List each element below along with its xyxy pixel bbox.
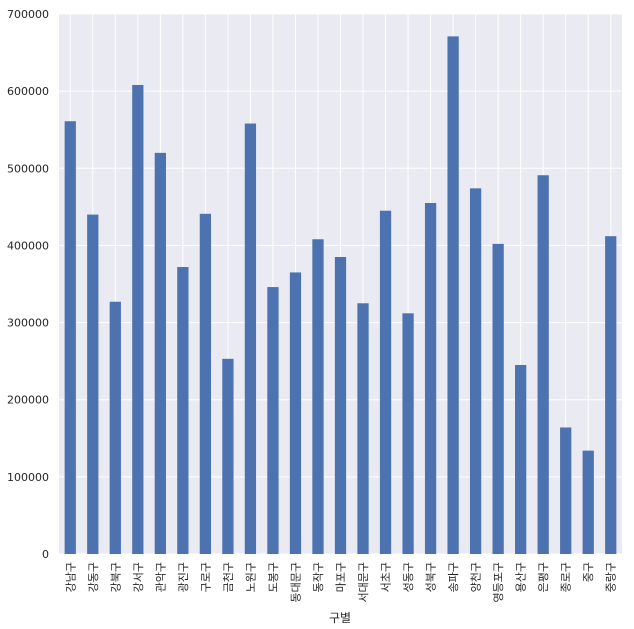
bar-양천구 bbox=[469, 188, 482, 555]
bar-노원구 bbox=[244, 123, 257, 555]
bar-종로구 bbox=[560, 427, 572, 554]
bar-강서구 bbox=[132, 84, 144, 554]
x-tick-label: 중구 bbox=[582, 562, 595, 582]
bars bbox=[64, 36, 617, 555]
bar-동대문구 bbox=[289, 272, 302, 554]
x-tick-label: 강동구 bbox=[87, 562, 100, 592]
x-tick-label: 중랑구 bbox=[605, 562, 618, 592]
x-tick-label: 동작구 bbox=[312, 562, 325, 592]
bar-강북구 bbox=[109, 301, 121, 554]
bar-구로구 bbox=[199, 213, 212, 555]
y-tick-label: 500000 bbox=[7, 162, 49, 175]
bar-서초구 bbox=[379, 210, 392, 554]
bar-강동구 bbox=[87, 214, 99, 555]
bar-동작구 bbox=[312, 239, 324, 554]
x-tick-label: 노원구 bbox=[244, 562, 257, 592]
x-tick-label: 영등포구 bbox=[492, 562, 505, 602]
bar-영등포구 bbox=[492, 243, 504, 554]
x-tick-label: 동대문구 bbox=[289, 562, 302, 602]
bar-서대문구 bbox=[357, 303, 369, 554]
x-tick-label: 서대문구 bbox=[357, 562, 370, 602]
x-tick-label: 광진구 bbox=[177, 562, 190, 592]
bar-마포구 bbox=[334, 257, 347, 554]
y-tick-label: 600000 bbox=[7, 85, 49, 98]
x-tick-label: 은평구 bbox=[537, 562, 550, 592]
x-tick-label: 금천구 bbox=[221, 562, 235, 592]
bar-성북구 bbox=[424, 203, 437, 554]
bar-송파구 bbox=[447, 36, 459, 554]
x-tick-label: 성동구 bbox=[402, 562, 415, 592]
bar-관악구 bbox=[154, 152, 166, 554]
x-tick-label: 종로구 bbox=[560, 562, 573, 592]
x-tick-label: 용산구 bbox=[515, 562, 528, 592]
y-axis-ticks: 0 100000 200000 300000 400000 500000 600000 700… bbox=[7, 8, 49, 561]
bar-강남구 bbox=[64, 121, 76, 554]
x-tick-label: 구로구 bbox=[199, 562, 212, 592]
bar-중랑구 bbox=[605, 236, 617, 554]
x-tick-label: 강서구 bbox=[132, 562, 145, 592]
x-tick-label: 도봉구 bbox=[267, 562, 280, 592]
x-tick-label: 양천구 bbox=[469, 562, 483, 592]
x-tick-label: 성북구 bbox=[425, 562, 438, 592]
x-tick-label: 관악구 bbox=[154, 562, 167, 592]
bar-중구 bbox=[582, 450, 594, 554]
bar-은평구 bbox=[537, 175, 549, 554]
y-tick-label: 200000 bbox=[7, 394, 49, 407]
y-tick-label: 400000 bbox=[7, 239, 49, 252]
bar-금천구 bbox=[222, 358, 234, 554]
y-tick-label: 0 bbox=[42, 548, 49, 561]
x-tick-label: 송파구 bbox=[447, 562, 460, 592]
x-tick-label: 서초구 bbox=[380, 562, 393, 592]
y-tick-label: 300000 bbox=[7, 317, 49, 330]
x-axis-ticks: 강남구 강동구 강북구 강서구 관악구 광진구 구로구 금천구 노원구 도봉구 동대문구 동작구 마포구… bbox=[64, 562, 617, 602]
x-tick-label: 강남구 bbox=[64, 562, 77, 592]
bar-도봉구 bbox=[267, 287, 279, 554]
x-axis-label: 구별 bbox=[329, 611, 351, 625]
y-tick-label: 700000 bbox=[7, 8, 49, 21]
x-tick-label: 강북구 bbox=[109, 562, 122, 592]
bar-광진구 bbox=[177, 267, 189, 554]
bar-용산구 bbox=[515, 365, 527, 554]
x-tick-label: 마포구 bbox=[335, 562, 348, 592]
bar-성동구 bbox=[402, 313, 414, 554]
y-tick-label: 100000 bbox=[7, 471, 49, 484]
